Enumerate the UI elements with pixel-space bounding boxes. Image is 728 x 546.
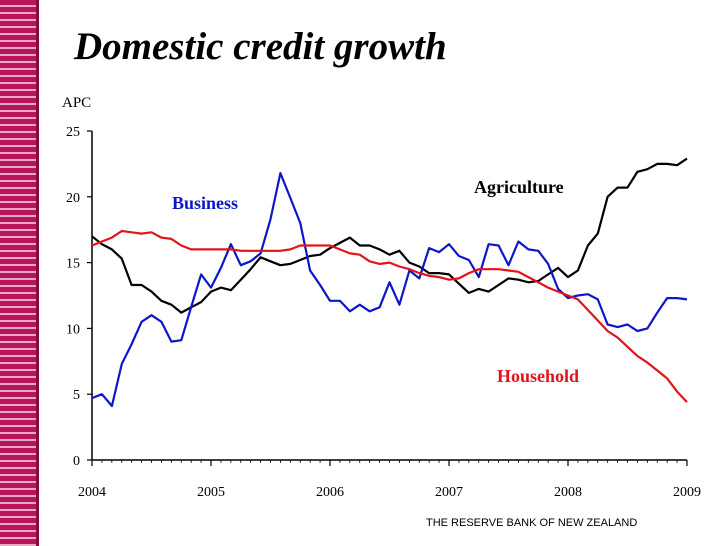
label-agriculture: Agriculture bbox=[474, 177, 564, 197]
y-tick-label: 20 bbox=[66, 191, 80, 206]
decorative-stripe-edge bbox=[36, 0, 39, 546]
decorative-stripe bbox=[0, 0, 36, 546]
series-line-business bbox=[91, 172, 688, 408]
chart-axes bbox=[87, 130, 688, 466]
series-labels: Business Agriculture Household bbox=[172, 177, 579, 386]
page-title: Domestic credit growth bbox=[74, 25, 447, 68]
y-tick-label: 25 bbox=[66, 125, 80, 140]
series-line-household bbox=[91, 229, 688, 403]
label-household: Household bbox=[497, 366, 579, 386]
y-tick-labels: 0 5 10 15 20 25 bbox=[66, 125, 80, 469]
label-business: Business bbox=[172, 193, 238, 213]
x-tick-label: 2007 bbox=[435, 485, 463, 500]
x-tick-label: 2008 bbox=[554, 485, 582, 500]
x-tick-label: 2006 bbox=[316, 485, 344, 500]
y-axis-label: APC bbox=[62, 95, 91, 111]
x-tick-label: 2004 bbox=[78, 485, 106, 500]
x-tick-labels: 2004 2005 2006 2007 2008 2009 bbox=[78, 485, 701, 500]
x-tick-label: 2005 bbox=[197, 485, 225, 500]
y-tick-label: 10 bbox=[66, 322, 80, 337]
y-tick-label: 0 bbox=[73, 454, 80, 469]
series-line-agriculture bbox=[91, 157, 688, 314]
y-tick-label: 15 bbox=[66, 257, 80, 272]
footer-credit: THE RESERVE BANK OF NEW ZEALAND bbox=[426, 517, 638, 529]
chart-series bbox=[91, 157, 688, 408]
y-tick-label: 5 bbox=[73, 388, 80, 403]
x-tick-label: 2009 bbox=[673, 485, 701, 500]
